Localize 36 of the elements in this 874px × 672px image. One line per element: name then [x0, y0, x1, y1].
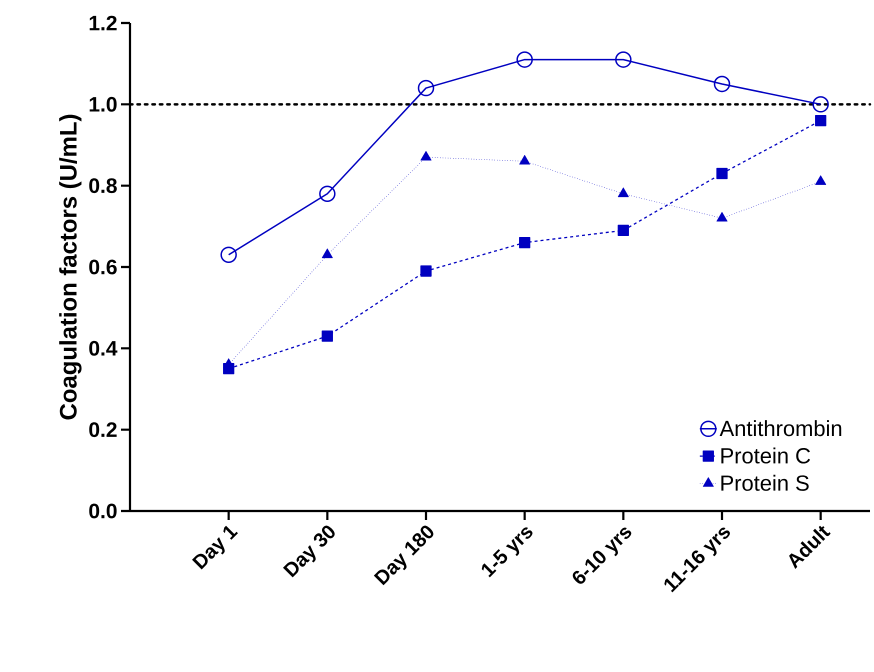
y-tick-label: 0.8 [89, 178, 117, 194]
point [519, 236, 530, 248]
y-tick-label: 0.6 [89, 260, 117, 274]
point [420, 150, 432, 160]
legend-label: Protein S [721, 474, 809, 491]
point [322, 330, 333, 342]
point [519, 154, 530, 165]
y-tick-label: 0.4 [89, 340, 118, 356]
y-tick-label: 1.2 [90, 16, 117, 30]
x-tick-label: Day 180 [374, 526, 434, 586]
point [516, 51, 533, 68]
point [420, 265, 432, 277]
point [714, 76, 730, 92]
point [615, 51, 632, 68]
point [223, 358, 234, 368]
point [716, 168, 728, 180]
point [322, 248, 333, 258]
x-tick-label: Day 30 [282, 526, 335, 578]
point [418, 80, 434, 96]
legend-label: Antithrombin [720, 420, 842, 436]
y-tick-label: 1.0 [90, 96, 117, 112]
y-tick-label: 0.2 [89, 422, 117, 438]
x-tick-label: 1-5 yrs [482, 527, 532, 578]
point [815, 175, 826, 185]
point [812, 96, 829, 113]
point [319, 186, 336, 202]
point [716, 212, 728, 222]
point [618, 224, 629, 236]
x-tick-label: 6-10 yrs [572, 528, 632, 584]
point [220, 246, 237, 264]
y-axis-title: Coagulation factors (U/mL) [59, 114, 82, 420]
x-tick-label: Day 1 [192, 526, 238, 570]
point [618, 188, 629, 198]
y-tick-label: 0.0 [89, 504, 117, 518]
legend-label: Protein C [721, 447, 810, 464]
point [815, 114, 826, 126]
